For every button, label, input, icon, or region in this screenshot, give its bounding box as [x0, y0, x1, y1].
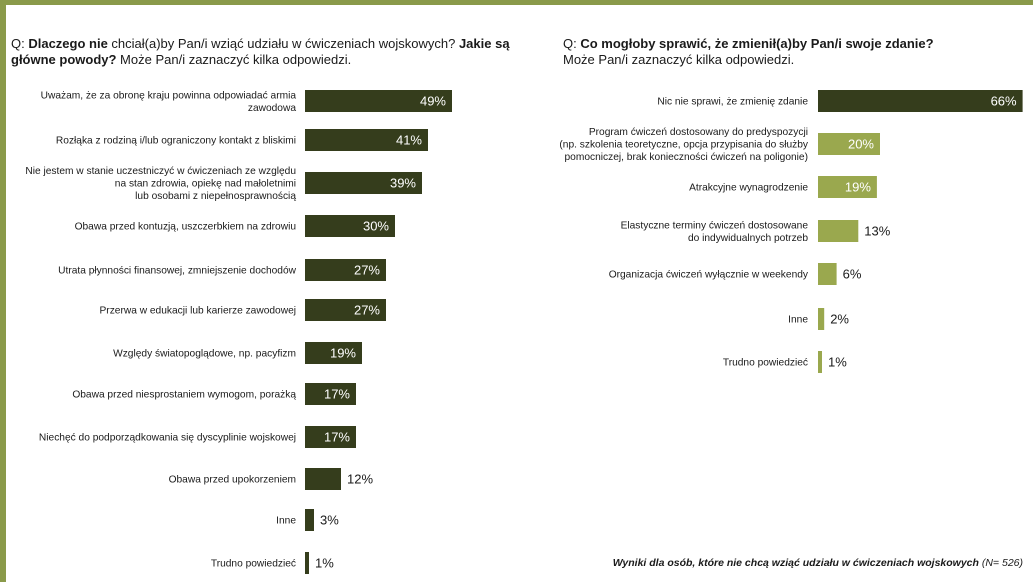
left-question: Q: Dlaczego nie chciał(a)by Pan/i wziąć …: [11, 36, 531, 68]
right-bar-6: [818, 351, 822, 373]
left-value-label-8: 17%: [324, 430, 350, 445]
left-bar-group-11: Trudno powiedzieć 1%: [211, 552, 334, 574]
right-bar-5: [818, 308, 825, 330]
left-value-label-4: 27%: [354, 263, 380, 278]
right-question-suffix: Może Pan/i zaznaczyć kilka odpowiedzi.: [563, 52, 795, 67]
left-category-label-4-0: Utrata płynności finansowej, zmniejszeni…: [58, 266, 296, 277]
left-question-bold-1: Dlaczego nie: [28, 36, 108, 51]
right-value-label-5: 2%: [830, 312, 849, 327]
right-value-label-4: 6%: [843, 267, 862, 282]
left-bar-group-4: Utrata płynności finansowej, zmniejszeni…: [58, 259, 386, 281]
right-bar-2: [818, 176, 877, 198]
left-bar-11: [305, 552, 309, 574]
left-value-label-6: 19%: [330, 346, 356, 361]
left-bar-7: [305, 383, 356, 405]
right-bar-group-0: Nic nie sprawi, że zmienię zdanie 66%: [657, 90, 1023, 112]
right-category-label-1-2: pomocniczej, brak konieczności ćwiczeń n…: [565, 152, 809, 163]
left-category-label-9-0: Obawa przed upokorzeniem: [169, 475, 296, 486]
left-bar-10: [305, 509, 314, 531]
left-bar-group-5: Przerwa w edukacji lub karierze zawodowe…: [100, 299, 386, 321]
left-category-label-8-0: Niechęć do podporządkowania się dyscypli…: [39, 433, 296, 444]
left-category-label-3-0: Obawa przed kontuzją, uszczerbkiem na zd…: [75, 222, 296, 233]
left-category-label-2-1: na stan zdrowia, opiekę nad małoletnimi: [115, 179, 296, 190]
left-question-bold-2: Jakie są główne powody?: [11, 36, 510, 67]
left-value-label-0: 49%: [420, 94, 446, 109]
left-bar-4: [305, 259, 386, 281]
left-bar-group-7: Obawa przed niesprostaniem wymogom, pora…: [72, 383, 356, 405]
left-bar-group-8: Niechęć do podporządkowania się dyscypli…: [39, 426, 356, 448]
left-category-label-2-0: Nie jestem w stanie uczestniczyć w ćwicz…: [25, 166, 296, 177]
footnote-bold: Wyniki dla osób, które nie chcą wziąć ud…: [612, 557, 979, 569]
left-category-label-6-0: Względy światopoglądowe, np. pacyfizm: [113, 349, 296, 360]
right-bar-1: [818, 133, 880, 155]
left-bar-5: [305, 299, 386, 321]
left-category-label-11-0: Trudno powiedzieć: [211, 559, 296, 570]
left-bar-3: [305, 215, 395, 237]
left-value-label-3: 30%: [363, 219, 389, 234]
left-bar-group-6: Względy światopoglądowe, np. pacyfizm 19%: [113, 342, 362, 364]
right-value-label-2: 19%: [845, 180, 871, 195]
left-bar-1: [305, 129, 428, 151]
right-value-label-6: 1%: [828, 355, 847, 370]
right-question: Q: Co mogłoby sprawić, że zmienił(a)by P…: [563, 36, 1023, 68]
right-category-label-3-0: Elastyczne terminy ćwiczeń dostosowane: [621, 220, 809, 231]
right-bar-group-4: Organizacja ćwiczeń wyłącznie w weekendy…: [609, 263, 862, 285]
left-bar-group-9: Obawa przed upokorzeniem 12%: [169, 468, 373, 490]
right-question-prefix: Q:: [563, 36, 581, 51]
right-category-label-0-0: Nic nie sprawi, że zmienię zdanie: [657, 97, 808, 108]
right-bar-group-2: Atrakcyjne wynagrodzenie 19%: [689, 176, 877, 198]
left-value-label-9: 12%: [347, 472, 373, 487]
right-value-label-0: 66%: [991, 94, 1017, 109]
left-category-label-7-0: Obawa przed niesprostaniem wymogom, pora…: [72, 390, 296, 401]
right-category-label-1-1: (np. szkolenia teoretyczne, opcja przypi…: [559, 140, 809, 151]
left-bar-6: [305, 342, 362, 364]
right-bar-0: [818, 90, 1023, 112]
right-category-label-3-1: do indywidualnych potrzeb: [688, 233, 808, 244]
left-question-suffix: Może Pan/i zaznaczyć kilka odpowiedzi.: [116, 52, 352, 67]
left-category-label-0-0: Uważam, że za obronę kraju powinna odpow…: [41, 90, 297, 101]
left-value-label-10: 3%: [320, 513, 339, 528]
left-category-label-2-2: lub osobami z niepełnosprawnością: [135, 191, 296, 202]
left-question-middle: chciał(a)by Pan/i wziąć udziału w ćwicze…: [107, 36, 459, 51]
right-bar-4: [818, 263, 837, 285]
left-value-label-11: 1%: [315, 556, 334, 571]
right-bar-group-3: Elastyczne terminy ćwiczeń dostosowane do…: [621, 220, 891, 244]
left-value-label-5: 27%: [354, 303, 380, 318]
right-bar-3: [818, 220, 859, 242]
right-bar-group-5: Inne 2%: [788, 308, 849, 330]
left-bar-group-1: Rozłąka z rodziną i/lub ograniczony kont…: [56, 129, 428, 151]
right-category-label-1-0: Program ćwiczeń dostosowany do predyspoz…: [589, 127, 808, 138]
right-category-label-4-0: Organizacja ćwiczeń wyłącznie w weekendy: [609, 270, 809, 281]
right-value-label-3: 13%: [864, 224, 890, 239]
left-bar-8: [305, 426, 356, 448]
left-category-label-5-0: Przerwa w edukacji lub karierze zawodowe…: [100, 306, 296, 317]
footnote: Wyniki dla osób, które nie chcą wziąć ud…: [613, 557, 1023, 569]
left-question-prefix: Q:: [11, 36, 29, 51]
left-bar-group-10: Inne 3%: [276, 509, 339, 531]
frame-left-border: [0, 0, 6, 582]
left-value-label-2: 39%: [390, 176, 416, 191]
footnote-sample-size: (N= 526): [978, 557, 1023, 569]
left-bar-group-0: Uważam, że za obronę kraju powinna odpow…: [41, 90, 452, 114]
left-bar-group-3: Obawa przed kontuzją, uszczerbkiem na zd…: [75, 215, 395, 237]
left-category-label-1-0: Rozłąka z rodziną i/lub ograniczony kont…: [56, 136, 296, 147]
left-value-label-7: 17%: [324, 387, 350, 402]
left-bar-group-2: Nie jestem w stanie uczestniczyć w ćwicz…: [25, 166, 422, 202]
right-bar-group-1: Program ćwiczeń dostosowany do predyspoz…: [559, 127, 880, 163]
right-value-label-1: 20%: [848, 137, 874, 152]
left-category-label-0-1: zawodowa: [248, 103, 296, 114]
left-bar-2: [305, 172, 422, 194]
right-bar-group-6: Trudno powiedzieć 1%: [723, 351, 847, 373]
right-category-label-5-0: Inne: [788, 315, 808, 326]
right-question-bold: Co mogłoby sprawić, że zmienił(a)by Pan/…: [580, 36, 934, 51]
right-category-label-6-0: Trudno powiedzieć: [723, 358, 808, 369]
left-bar-9: [305, 468, 341, 490]
left-value-label-1: 41%: [396, 133, 422, 148]
frame-top-border: [0, 0, 1033, 5]
left-category-label-10-0: Inne: [276, 516, 296, 527]
right-category-label-2-0: Atrakcyjne wynagrodzenie: [689, 183, 808, 194]
left-bar-0: [305, 90, 452, 112]
